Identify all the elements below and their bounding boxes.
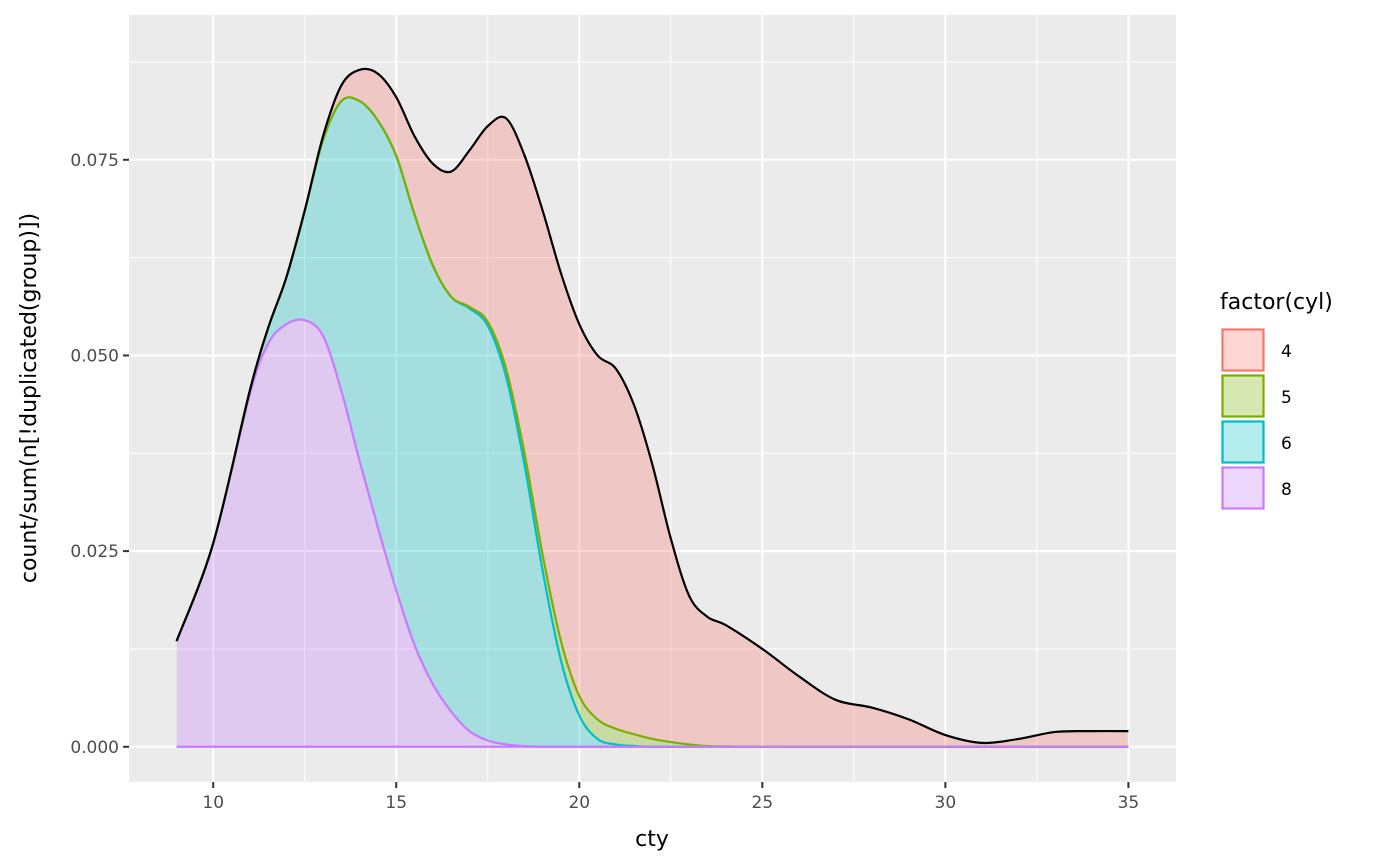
x-tick-label: 35 xyxy=(1118,793,1140,813)
legend-title: factor(cyl) xyxy=(1220,290,1333,315)
x-tick-label: 20 xyxy=(568,793,590,813)
x-tick-label: 30 xyxy=(935,793,957,813)
legend-label-cyl-4: 4 xyxy=(1281,342,1292,362)
legend-key-cyl-8 xyxy=(1221,466,1265,510)
y-axis-title: count/sum(n[!duplicated(group)]) xyxy=(17,213,42,583)
y-tick-label: 0.050 xyxy=(70,346,119,366)
area-cyl-6 xyxy=(176,97,1129,747)
area-cyl-8 xyxy=(176,319,1129,747)
y-tick-label: 0.000 xyxy=(70,738,119,758)
legend-key-bg xyxy=(1222,375,1264,417)
legend-key-bg xyxy=(1222,329,1264,371)
x-tick-label: 10 xyxy=(202,793,224,813)
legend-key-cyl-5 xyxy=(1221,374,1265,418)
legend-key-bg xyxy=(1222,421,1264,463)
x-axis-title: cty xyxy=(635,827,669,852)
legend-key-cyl-6 xyxy=(1221,420,1265,464)
grid-lines xyxy=(129,15,1176,782)
plot-panel xyxy=(129,15,1176,782)
x-tick-label: 25 xyxy=(752,793,774,813)
y-tick-label: 0.075 xyxy=(70,151,119,171)
x-tick-label: 15 xyxy=(385,793,407,813)
y-tick-label: 0.025 xyxy=(70,542,119,562)
density-areas xyxy=(175,67,1129,748)
legend-key-bg xyxy=(1222,467,1264,509)
legend-label-cyl-5: 5 xyxy=(1281,388,1292,408)
axes: 10 15 20 25 30 35 0.000 0.025 0.050 0.075 xyxy=(70,151,1139,813)
legend: factor(cyl) 4 5 6 8 xyxy=(1220,290,1333,510)
legend-label-cyl-8: 8 xyxy=(1281,480,1292,500)
legend-label-cyl-6: 6 xyxy=(1281,434,1292,454)
density-line-cyl-4 xyxy=(175,67,1129,745)
area-cyl-4 xyxy=(176,68,1129,747)
legend-key-cyl-4 xyxy=(1221,328,1265,372)
